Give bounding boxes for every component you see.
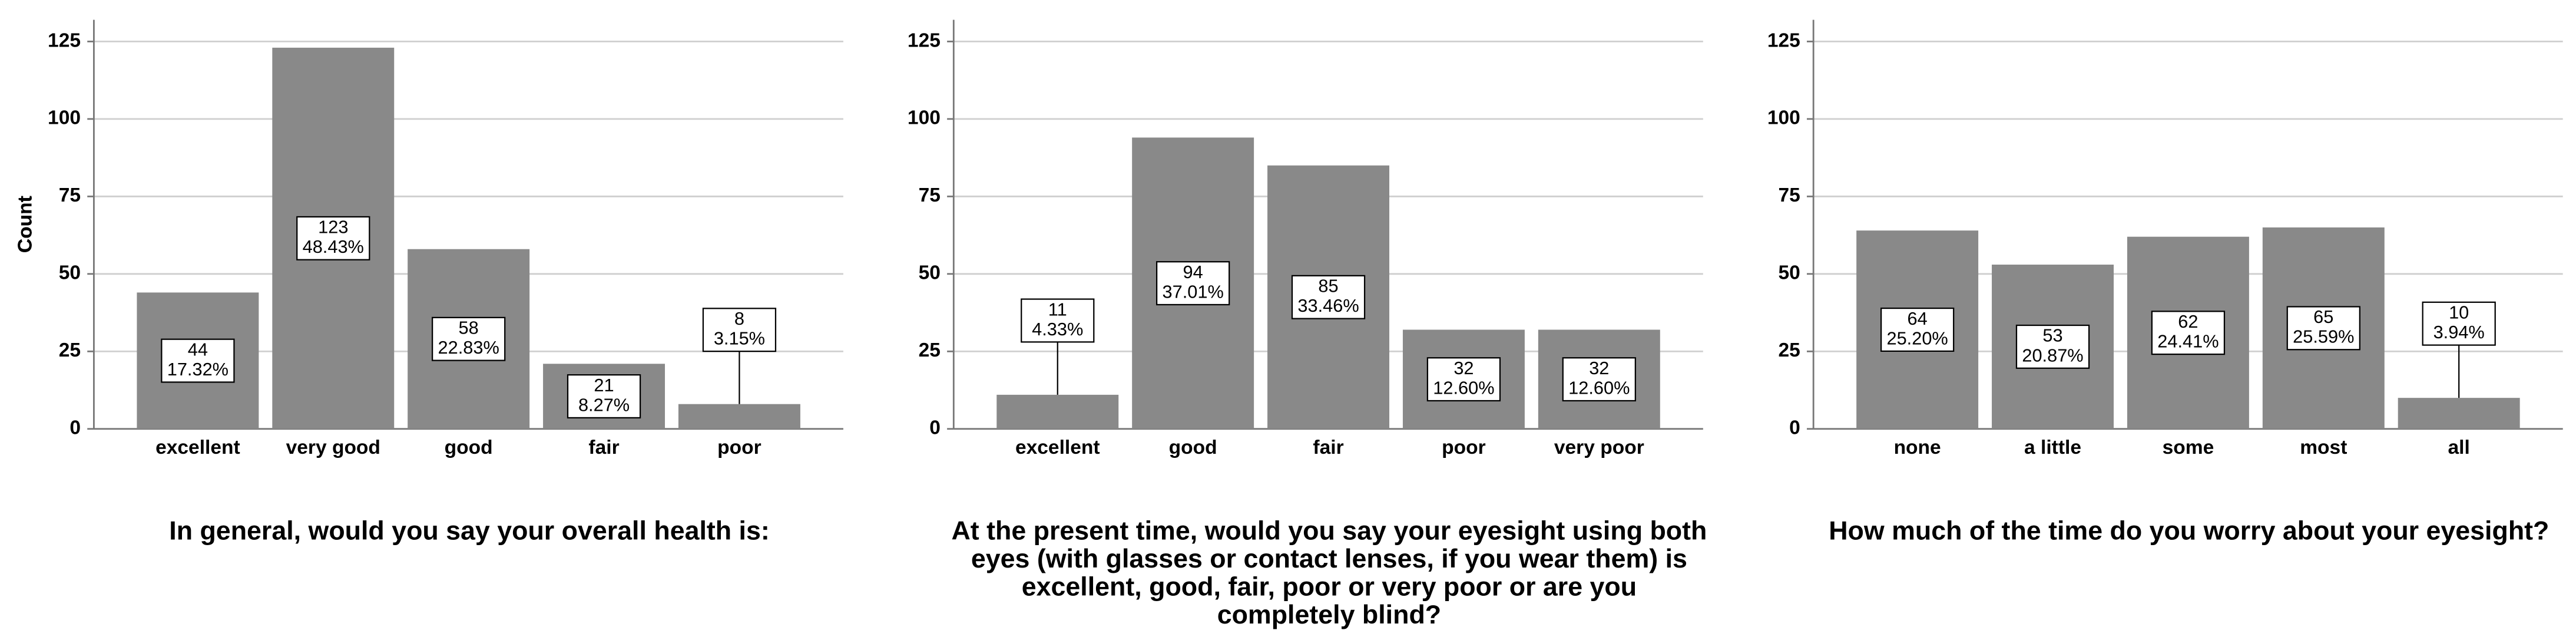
y-tick-label: 0 [929,417,941,439]
chart-title: At the present time, would you say your … [951,517,1707,631]
data-label-percent: 37.01% [1162,281,1223,302]
data-label-box [1156,261,1230,306]
chart-title: How much of the time do you worry about … [1829,517,2549,546]
x-tick-label: good [1169,437,1217,458]
y-tick-label: 75 [1778,184,1800,206]
y-tick-label: 125 [908,29,941,51]
bar [996,394,1119,429]
x-tick-label: poor [717,437,761,458]
y-tick-label: 0 [1789,417,1800,439]
x-tick-label: very poor [1554,437,1644,458]
data-label-count: 44 [188,339,208,359]
x-tick-label: very good [286,437,380,458]
y-tick-label: 50 [59,262,81,284]
data-label-count: 53 [2042,325,2062,346]
data-label-box [1291,275,1366,319]
y-tick-label: 100 [908,107,941,129]
data-label-box [1426,357,1501,402]
y-axis-label: Count [15,196,37,253]
data-label-count: 10 [2449,302,2469,323]
x-tick-label: fair [1313,437,1343,458]
x-tick-label: good [445,437,493,458]
data-label-count: 94 [1183,262,1203,282]
data-label-percent: 12.60% [1433,378,1494,398]
x-tick-label: a little [2024,437,2081,458]
data-label-count: 21 [594,375,614,395]
y-tick-label: 100 [1767,107,1800,129]
data-label-count: 64 [1908,308,1928,329]
data-label-count: 8 [734,308,744,329]
data-label-percent: 17.32% [167,359,229,380]
x-tick-label: none [1894,437,1941,458]
y-axis-label: Count [15,196,37,253]
y-tick-label: 75 [59,184,81,206]
data-label-percent: 4.33% [1032,319,1083,339]
data-label-percent: 22.83% [438,337,499,358]
data-label-percent: 25.20% [1886,328,1948,348]
x-tick-label: excellent [155,437,240,458]
data-label-count: 11 [1048,299,1067,319]
y-tick-label: 25 [1778,339,1800,361]
data-label-box [1021,298,1095,343]
chart-canvas: 0255075100125Countexcellent4417.32%very … [15,19,2563,458]
data-label-percent: 3.15% [714,328,765,349]
data-label-count: 65 [2313,306,2333,327]
y-tick-label: 100 [48,107,81,129]
data-label-box [2286,306,2360,351]
x-tick-label: poor [1442,437,1486,458]
data-label-box [1880,307,1955,352]
data-label-count: 62 [2178,311,2198,332]
y-tick-label: 75 [919,184,941,206]
data-label-percent: 3.94% [2433,322,2485,342]
data-label-count: 32 [1453,358,1474,378]
data-label-box [296,216,370,260]
bar [2398,398,2520,429]
data-label-percent: 33.46% [1297,295,1359,316]
x-tick-label: all [2448,437,2470,458]
y-tick-label: 50 [1778,262,1800,284]
data-label-percent: 20.87% [2022,345,2083,365]
y-tick-label: 125 [48,29,81,51]
data-label-box [161,338,235,383]
data-label-box [2422,301,2496,346]
y-tick-label: 0 [69,417,81,439]
data-label-percent: 25.59% [2293,326,2354,347]
data-label-percent: 48.43% [303,236,364,257]
data-label-box [432,316,506,361]
data-label-percent: 24.41% [2157,331,2219,352]
x-tick-label: fair [588,437,619,458]
bar [678,404,800,429]
x-tick-label: most [2300,437,2347,458]
data-label-count: 123 [318,217,348,237]
y-tick-label: 25 [59,339,81,361]
data-label-box [2015,324,2090,369]
data-label-percent: 12.60% [1568,378,1630,398]
data-label-percent: 8.27% [578,394,630,415]
y-axis-label: Count [15,196,37,253]
data-label-count: 58 [459,318,479,338]
data-label-count: 85 [1318,276,1338,296]
data-label-box [567,374,641,419]
data-label-box [702,308,777,352]
y-tick-label: 125 [1767,29,1800,51]
y-tick-label: 25 [919,339,941,361]
x-tick-label: some [2163,437,2214,458]
data-label-box [2151,311,2226,355]
data-label-box [1562,357,1636,402]
data-label-count: 32 [1589,358,1609,378]
y-tick-label: 50 [919,262,941,284]
chart-title: In general, would you say your overall h… [169,517,770,546]
x-tick-label: excellent [1015,437,1100,458]
